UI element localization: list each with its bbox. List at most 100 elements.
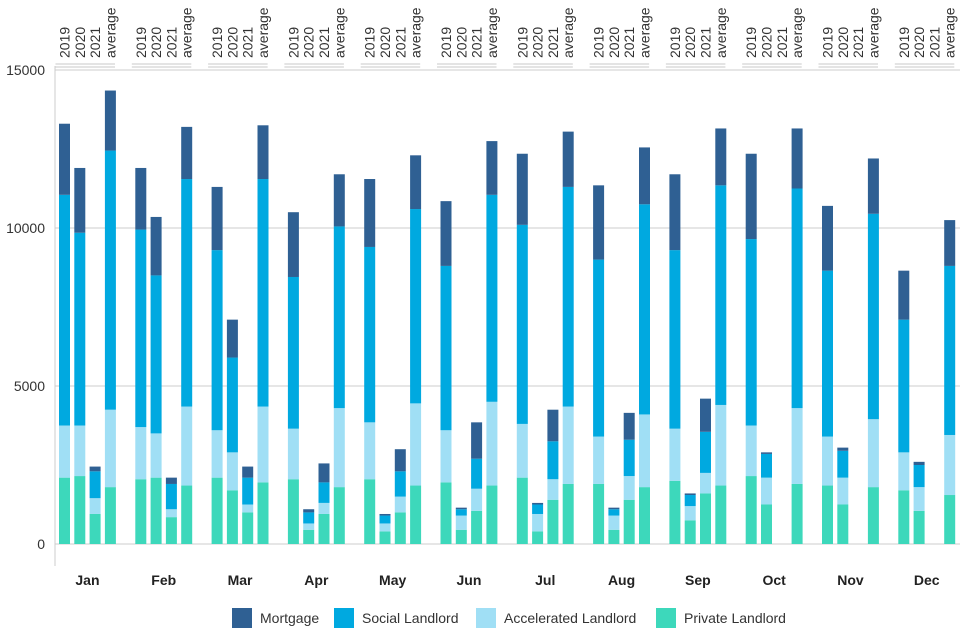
month-label: May [379, 572, 406, 588]
sub-category-label: 2020 [377, 27, 393, 58]
sub-category-label: 2021 [87, 27, 103, 58]
bar-segment [165, 477, 177, 484]
sub-category-label: average [713, 7, 729, 58]
bar-segment [135, 479, 147, 544]
y-tick-label: 10000 [6, 220, 45, 236]
bar-segment [867, 158, 879, 214]
bar-segment [639, 204, 650, 415]
bar-segment [669, 250, 681, 429]
bar-segment [684, 493, 696, 496]
bar-segment [364, 179, 376, 247]
bar-segment [165, 517, 177, 544]
bar-segment [74, 425, 86, 477]
bar-segment [669, 480, 681, 544]
sub-category-label: average [942, 7, 958, 58]
bar-segment [257, 406, 269, 483]
bar-segment [745, 239, 757, 426]
sub-category-label: 2021 [469, 27, 485, 58]
bar-segment [104, 90, 116, 151]
bar-segment [837, 477, 849, 505]
bar-segment [257, 482, 269, 544]
bar-segment [684, 520, 696, 544]
bar-segment [242, 512, 254, 544]
bar-segment [303, 529, 315, 544]
month-label: Oct [762, 572, 786, 588]
sub-category-label: average [484, 7, 500, 58]
sub-category-label: 2019 [285, 27, 301, 58]
month-label: Jan [75, 572, 99, 588]
sub-category-label: average [179, 7, 195, 58]
sub-category-headers: 2019 2020 2021 average 2019 2020 2021 average 20… [55, 7, 958, 68]
sub-category-label: 2020 [148, 27, 164, 58]
bar-segment [837, 504, 849, 544]
bar-segment [89, 466, 101, 472]
bar-segment [867, 419, 879, 488]
bar-segment [791, 483, 803, 544]
bar-segment [471, 488, 483, 511]
bar-segment [74, 476, 86, 544]
bar-segment [867, 487, 879, 544]
sub-category-label: 2021 [392, 27, 408, 58]
bar-segment [715, 404, 727, 486]
y-axis: 0 5000 10000 15000 [6, 62, 56, 566]
bar-segment [104, 409, 116, 488]
sub-category-label: 2021 [545, 27, 561, 58]
bar-segment [211, 430, 223, 478]
bar-segment [242, 477, 254, 505]
bar-segment [761, 504, 772, 544]
bar-segment [623, 476, 635, 500]
bar-segment [440, 482, 452, 544]
bar-segment [455, 529, 467, 544]
grid [55, 69, 960, 545]
bar-segment [333, 487, 345, 544]
bar-segment [410, 155, 422, 210]
bar-segment [562, 406, 574, 484]
bar-segment [455, 515, 467, 530]
bar-segment [318, 513, 330, 544]
sub-category-label: 2019 [896, 27, 912, 58]
bar-segment [684, 506, 696, 521]
bar-segment [135, 167, 147, 230]
bar-segment [837, 450, 849, 478]
bar-segment [287, 276, 299, 429]
bar-segment [287, 212, 299, 277]
bar-segment [700, 493, 711, 544]
sub-category-label: 2020 [682, 27, 698, 58]
bar-segment [913, 487, 925, 511]
bar-segment [257, 179, 269, 407]
bar-segment [700, 398, 711, 432]
bar-segment [318, 502, 330, 514]
bar-segment [623, 499, 635, 544]
bar-segment [608, 507, 620, 510]
bar-segment [486, 401, 498, 486]
legend-label: Mortgage [260, 610, 319, 626]
bars [59, 90, 956, 544]
bar-segment [364, 479, 376, 544]
bar-segment [944, 220, 956, 266]
bar-segment [379, 523, 391, 532]
bar-segment [486, 141, 498, 195]
bar-segment [593, 436, 605, 484]
sub-category-label: average [789, 7, 805, 58]
bar-segment [364, 246, 376, 423]
bar-segment [59, 477, 70, 544]
bar-segment [303, 512, 315, 524]
month-label: Sep [685, 572, 711, 588]
bar-segment [135, 427, 147, 480]
bar-segment [104, 150, 116, 410]
bar-segment [516, 423, 528, 478]
month-label: Jun [457, 572, 482, 588]
legend-swatch [334, 608, 354, 628]
bar-segment [822, 485, 833, 544]
bar-segment [394, 449, 406, 472]
bar-segment [898, 490, 910, 544]
sub-category-label: 2019 [514, 27, 530, 58]
legend-label: Social Landlord [362, 610, 459, 626]
sub-category-label: 2021 [163, 27, 179, 58]
bar-segment [639, 414, 650, 488]
bar-segment [150, 433, 162, 478]
bar-segment [745, 153, 757, 240]
bar-segment [394, 471, 406, 497]
bar-segment [150, 216, 162, 276]
bar-segment [516, 477, 528, 544]
